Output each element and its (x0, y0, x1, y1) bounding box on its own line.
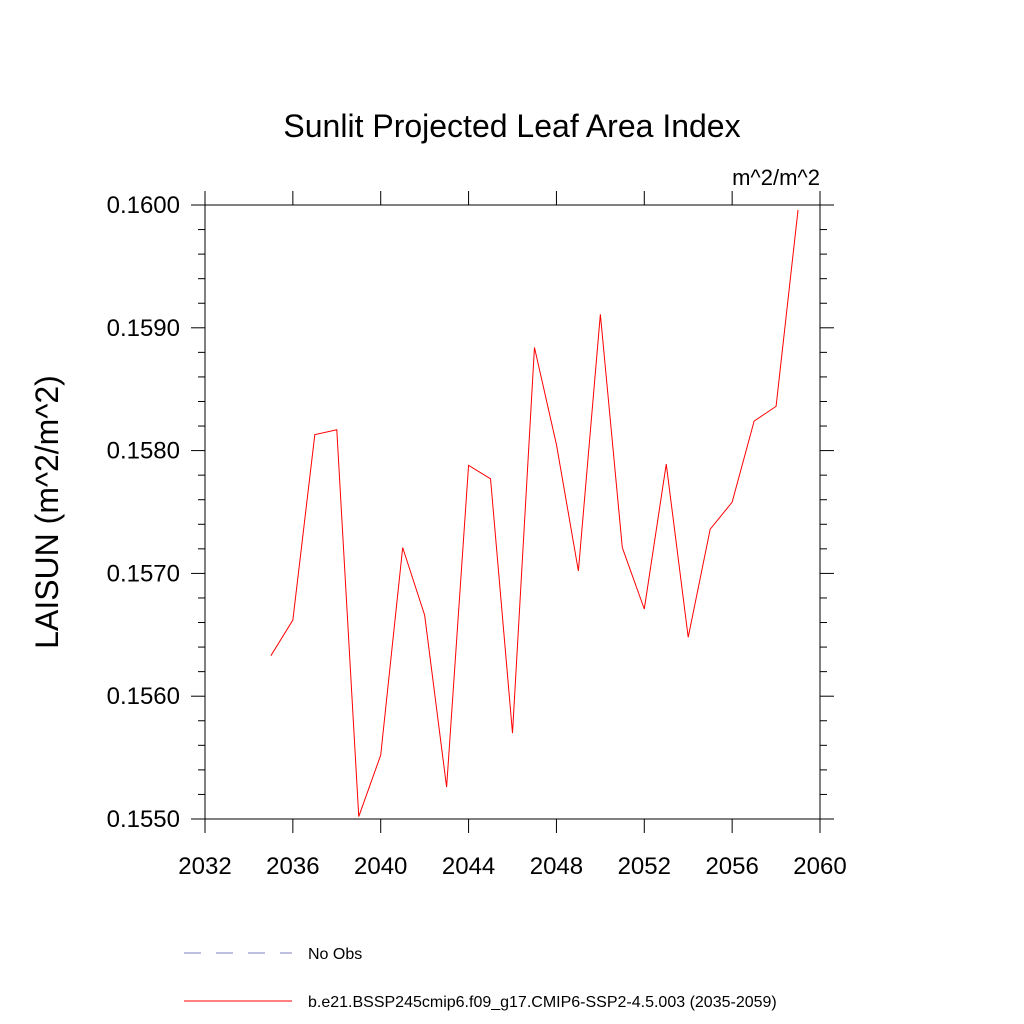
y-tick-labels: 0.1550 0.1560 0.1570 0.1580 0.1590 0.1600 (107, 192, 180, 833)
series-group (269, 208, 800, 818)
data-point (555, 443, 558, 446)
data-point (423, 614, 426, 617)
data-point (401, 546, 404, 549)
units-label: m^2/m^2 (732, 165, 820, 190)
data-point (577, 569, 580, 572)
data-point (313, 433, 316, 436)
data-point (467, 464, 470, 467)
y-axis-label: LAISUN (m^2/m^2) (29, 375, 65, 649)
x-tick-label: 2044 (442, 853, 495, 880)
data-point (775, 405, 778, 408)
series-line-0 (270, 209, 799, 817)
y-tick-label: 0.1570 (107, 560, 180, 587)
data-point (687, 636, 690, 639)
data-point (533, 346, 536, 349)
data-point (753, 420, 756, 423)
data-point (621, 546, 624, 549)
data-point (511, 732, 514, 735)
data-point (643, 608, 646, 611)
x-tick-label: 2056 (705, 853, 758, 880)
data-point (269, 654, 272, 657)
x-tick-label: 2032 (178, 853, 231, 880)
x-tick-label: 2040 (354, 853, 407, 880)
data-point (445, 786, 448, 789)
legend-label-model-run: b.e21.BSSP245cmip6.f09_g17.CMIP6-SSP2-4.… (308, 994, 777, 1011)
data-point (379, 754, 382, 757)
y-tick-label: 0.1590 (107, 315, 180, 342)
data-point (599, 313, 602, 316)
y-tick-label: 0.1600 (107, 192, 180, 219)
data-point (709, 528, 712, 531)
data-point (291, 619, 294, 622)
y-tick-label: 0.1560 (107, 683, 180, 710)
x-tick-labels: 2032 2036 2040 2044 2048 2052 2056 2060 (178, 853, 846, 880)
data-point (489, 477, 492, 480)
data-point (357, 815, 360, 818)
axis-ticks (191, 191, 834, 833)
data-point (335, 428, 338, 431)
legend-label-no-obs: No Obs (308, 946, 362, 963)
x-tick-label: 2052 (618, 853, 671, 880)
x-tick-label: 2036 (266, 853, 319, 880)
chart-title: Sunlit Projected Leaf Area Index (283, 108, 740, 144)
x-tick-label: 2060 (793, 853, 846, 880)
y-tick-label: 0.1550 (107, 806, 180, 833)
data-point (797, 208, 800, 211)
legend: No Obs b.e21.BSSP245cmip6.f09_g17.CMIP6-… (184, 946, 777, 1011)
x-tick-label: 2048 (530, 853, 583, 880)
data-point (665, 463, 668, 466)
data-point (731, 501, 734, 504)
y-tick-label: 0.1580 (107, 438, 180, 465)
plot-frame (204, 204, 821, 820)
